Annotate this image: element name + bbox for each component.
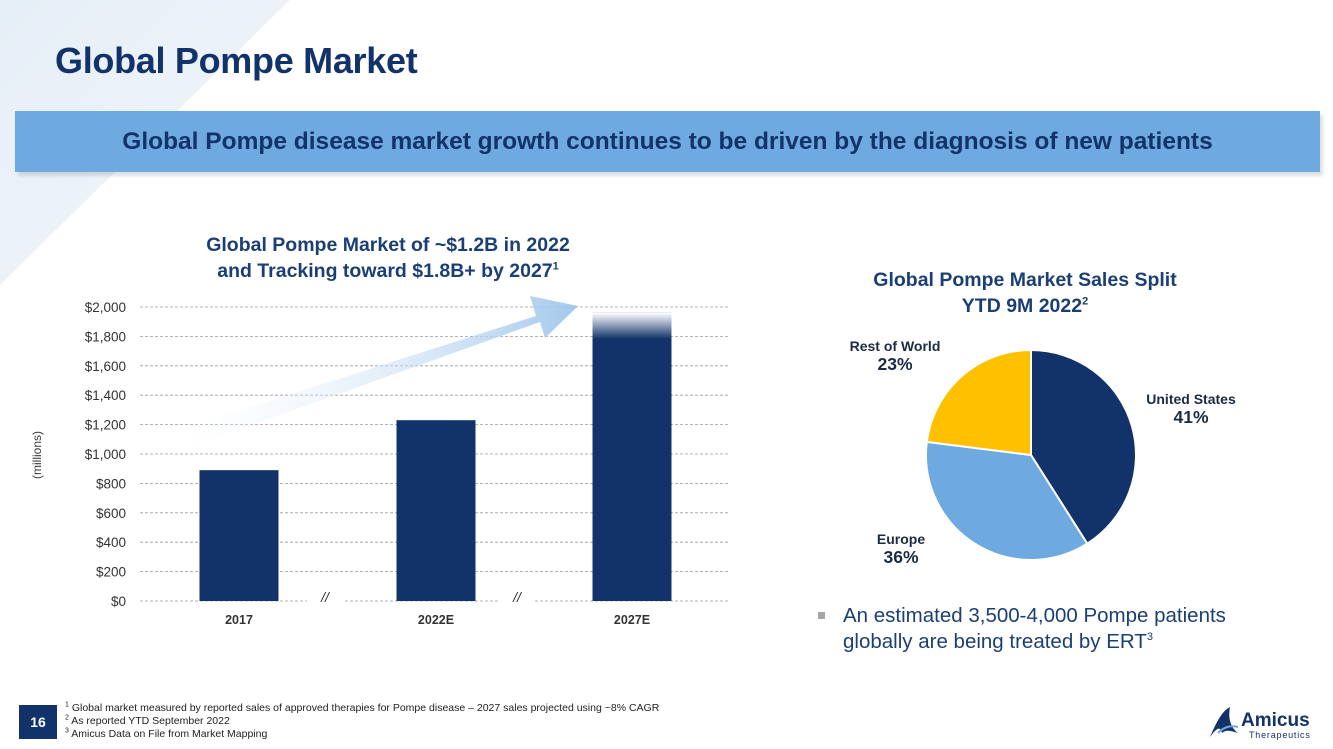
page-number: 16: [19, 705, 57, 739]
bar-2027e: [592, 312, 672, 601]
y-tick-label: $1,800: [85, 329, 126, 344]
axis-break-mark: //: [512, 589, 523, 605]
footnote-1: 1 Global market measured by reported sal…: [65, 702, 659, 715]
amicus-logo: Amicus Therapeutics: [1210, 707, 1311, 740]
footnote-text: Global market measured by reported sales…: [71, 702, 660, 714]
footnote-num: 2: [65, 714, 69, 722]
bullet-point: An estimated 3,500-4,000 Pompe patients …: [818, 603, 1288, 655]
footnotes: 1 Global market measured by reported sal…: [65, 702, 659, 741]
y-tick-label: $1,400: [85, 388, 126, 403]
pie-slice-united-states: [1030, 348, 1137, 546]
bar-chart-title-line1: Global Pompe Market of ~$1.2B in 2022: [206, 234, 570, 256]
bar-2017: [199, 470, 279, 601]
amicus-logo-name: Amicus: [1241, 710, 1310, 731]
y-tick-label: $800: [96, 476, 126, 491]
pie-label-united-states: United States 41%: [1135, 391, 1247, 428]
amicus-logo-tagline: Therapeutics: [1249, 730, 1311, 740]
axis-break-mark: //: [320, 589, 331, 605]
bar-chart-title: Global Pompe Market of ~$1.2B in 2022 an…: [150, 232, 626, 284]
y-tick-label: $400: [96, 535, 126, 550]
pie-chart-title-line1: Global Pompe Market Sales Split: [873, 269, 1177, 291]
pie-label-name: Rest of World: [849, 338, 941, 354]
pie-slice-europe: [925, 440, 1089, 561]
footnote-num: 1: [65, 701, 69, 709]
y-tick-label: $0: [111, 594, 126, 609]
pie-chart-title-line2: YTD 9M 2022: [961, 295, 1083, 317]
banner-text: Global Pompe disease market growth conti…: [122, 127, 1213, 155]
pie-label-europe: Europe 36%: [855, 531, 947, 568]
footnote-text: Amicus Data on File from Market Mapping: [71, 728, 268, 740]
y-tick-label: $200: [96, 565, 126, 580]
axis-break-gap: [499, 598, 535, 604]
y-tick-label: $600: [96, 506, 126, 521]
y-axis-label-wrap: (millions): [22, 431, 52, 479]
slide-title: Global Pompe Market: [55, 40, 418, 81]
pie-label-value: 36%: [883, 547, 919, 567]
pie-label-name: Europe: [876, 531, 926, 547]
x-tick-label: 2017: [225, 613, 253, 627]
amicus-logo-mark-icon: [1210, 707, 1238, 737]
y-tick-label: $1,200: [85, 418, 126, 433]
bullet-footnote: 3: [1146, 631, 1154, 644]
y-tick-label: $1,600: [85, 359, 126, 374]
footnote-text: As reported YTD September 2022: [71, 715, 230, 727]
pie-label-value: 23%: [877, 354, 913, 374]
bullet-text-wrap: An estimated 3,500-4,000 Pompe patients …: [843, 603, 1288, 655]
headline-banner: Global Pompe disease market growth conti…: [15, 111, 1320, 172]
y-tick-label: $2,000: [85, 300, 126, 315]
y-tick-label: $1,000: [85, 447, 126, 462]
bar-fade-overlay: [592, 312, 672, 339]
pie-label-rest-of-world: Rest of World 23%: [838, 338, 952, 375]
bullet-text: An estimated 3,500-4,000 Pompe patients …: [843, 604, 1226, 653]
y-axis-label: (millions): [30, 431, 44, 479]
bullet-square-icon: [818, 612, 825, 619]
pie-label-name: United States: [1146, 391, 1236, 407]
bar-chart-title-footnote: 1: [552, 260, 559, 273]
axis-break-gap: [307, 598, 343, 604]
bar-chart-title-line2: and Tracking toward $1.8B+ by 2027: [217, 260, 553, 282]
x-tick-label: 2027E: [614, 613, 650, 627]
x-tick-label: 2022E: [418, 613, 454, 627]
pie-chart-title-footnote: 2: [1082, 295, 1089, 308]
trend-arrow-icon: [172, 296, 578, 452]
footnote-3: 3 Amicus Data on File from Market Mappin…: [65, 728, 659, 741]
footnote-2: 2 As reported YTD September 2022: [65, 715, 659, 728]
pie-label-value: 41%: [1173, 407, 1209, 427]
bar-2022e: [396, 420, 476, 601]
footnote-num: 3: [65, 727, 69, 735]
pie-chart-title: Global Pompe Market Sales Split YTD 9M 2…: [855, 267, 1195, 319]
